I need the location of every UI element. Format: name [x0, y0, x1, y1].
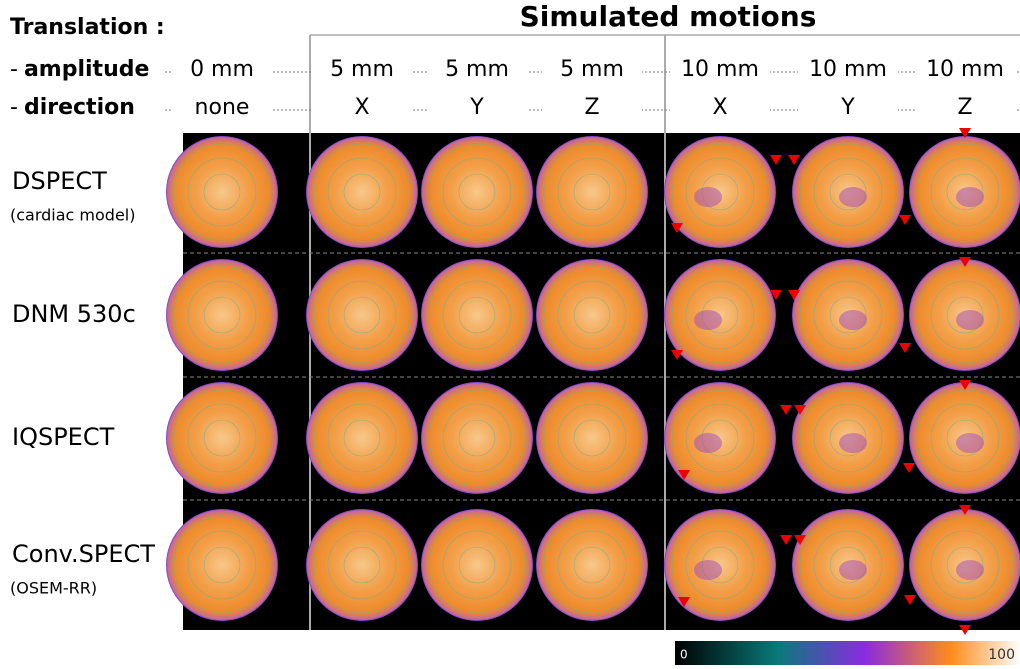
parameter-value: Z	[584, 95, 599, 120]
colorbar-min: 0	[680, 648, 688, 662]
system-name: DSPECT	[12, 167, 107, 195]
defect	[839, 310, 867, 330]
parameter-value: 10 mm	[681, 57, 759, 82]
defect	[839, 187, 867, 207]
defect	[839, 560, 867, 580]
polar-map	[306, 259, 418, 371]
parameter-word: amplitude	[24, 57, 149, 82]
polar-map	[166, 509, 278, 621]
defect	[694, 187, 722, 207]
polar-map	[421, 509, 533, 621]
parameter-value: none	[195, 95, 250, 120]
parameter-dash: -	[10, 57, 18, 82]
parameter-value: 5 mm	[560, 57, 624, 82]
polar-map	[306, 136, 418, 248]
defect	[956, 187, 984, 207]
defect	[694, 560, 722, 580]
system-note: (OSEM-RR)	[10, 579, 97, 598]
parameter-label: -direction	[10, 95, 135, 120]
system-name: IQSPECT	[12, 423, 115, 451]
parameter-value: Z	[957, 95, 972, 120]
polar-map	[306, 509, 418, 621]
defect	[956, 560, 984, 580]
parameter-label: -amplitude	[10, 57, 149, 82]
polar-map	[421, 136, 533, 248]
polar-map	[536, 509, 648, 621]
parameter-value: 0 mm	[190, 57, 254, 82]
defect	[839, 433, 867, 453]
polar-map	[421, 382, 533, 494]
system-name: Conv.SPECT	[12, 540, 155, 568]
parameter-dash: -	[10, 95, 18, 120]
parameter-value: Y	[840, 95, 855, 120]
defect	[694, 310, 722, 330]
polar-map	[166, 382, 278, 494]
parameter-value: 10 mm	[809, 57, 887, 82]
subtitle: Simulated motions	[520, 0, 817, 33]
system-note: (cardiac model)	[10, 206, 136, 225]
polar-map	[536, 259, 648, 371]
defect	[956, 433, 984, 453]
polar-map	[166, 136, 278, 248]
title: Translation :	[10, 15, 165, 40]
polar-map	[166, 259, 278, 371]
defect	[694, 433, 722, 453]
parameter-value: X	[354, 95, 369, 120]
polar-map	[536, 136, 648, 248]
parameter-value: 5 mm	[445, 57, 509, 82]
figure: Translation : Simulated motions 0 100 -a…	[0, 0, 1020, 665]
parameter-word: direction	[24, 95, 135, 120]
polar-map	[536, 382, 648, 494]
parameter-value: X	[712, 95, 727, 120]
parameter-value: Y	[469, 95, 484, 120]
system-name: DNM 530c	[12, 300, 136, 328]
defect	[956, 310, 984, 330]
polar-map	[421, 259, 533, 371]
parameter-value: 5 mm	[330, 57, 394, 82]
colorbar	[675, 641, 1020, 665]
polar-map	[306, 382, 418, 494]
parameter-value: 10 mm	[926, 57, 1004, 82]
colorbar-max: 100	[988, 647, 1015, 663]
